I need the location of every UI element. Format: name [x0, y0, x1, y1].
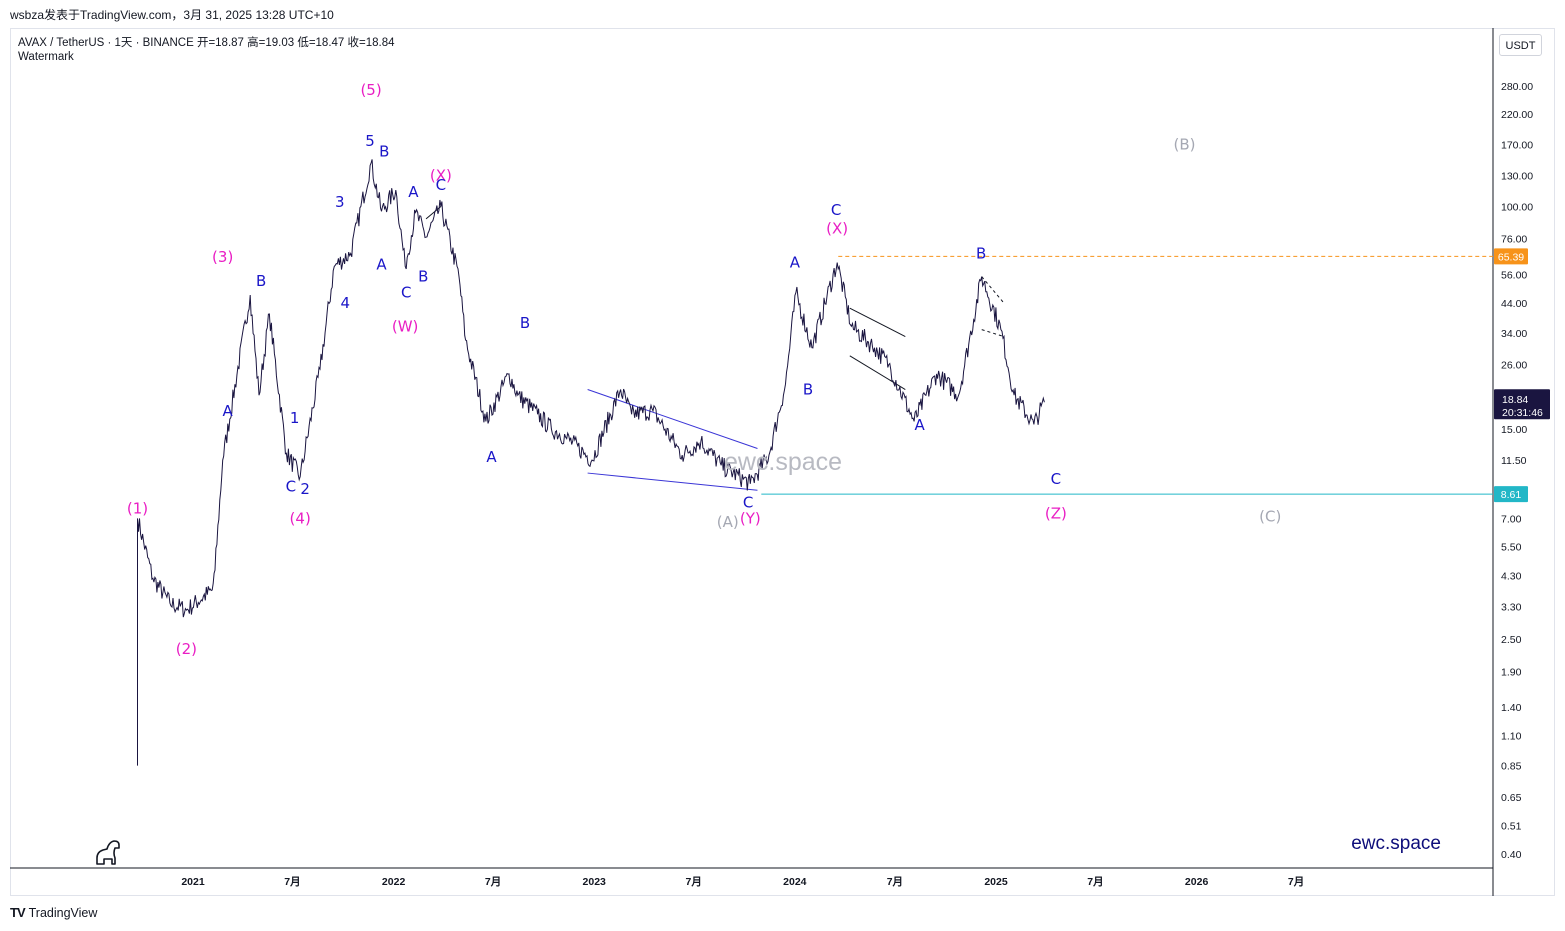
price-tick-label: 220.00 — [1501, 109, 1533, 121]
chart-frame — [10, 28, 1555, 896]
dashed-trendline — [981, 329, 1004, 337]
publish-info: wsbza发表于TradingView.com，3月 31, 2025 13:2… — [10, 8, 334, 22]
time-tick-label: 2025 — [984, 876, 1008, 888]
wave-label: B — [976, 244, 986, 262]
wave-label: B — [418, 268, 428, 286]
dashed-level-badge — [1494, 248, 1528, 265]
wave-label: A — [486, 448, 497, 466]
price-tick-label: 56.00 — [1501, 269, 1527, 281]
time-tick-label: 7月 — [1288, 876, 1304, 888]
wave-label: 4 — [340, 294, 350, 312]
wave-label: C — [831, 201, 841, 219]
price-tick-label: 1.90 — [1501, 666, 1522, 678]
time-tick-label: 7月 — [887, 876, 903, 888]
time-tick-label: 2026 — [1185, 876, 1209, 888]
wave-label: (2) — [176, 640, 197, 658]
time-tick-label: 2022 — [382, 876, 406, 888]
wave-label: (4) — [290, 509, 311, 527]
price-tick-label: 2.50 — [1501, 634, 1522, 646]
watermark-corner: ewc.space — [1351, 833, 1441, 854]
wave-label: B — [379, 142, 389, 160]
watermark-title: Watermark — [18, 51, 74, 63]
price-tick-label: 44.00 — [1501, 298, 1527, 310]
wave-label: C — [436, 176, 446, 194]
trendline — [587, 472, 758, 491]
currency-button[interactable]: USDT — [1499, 34, 1542, 56]
footer-brand: TV TradingView — [10, 905, 97, 920]
price-tick-label: 1.40 — [1501, 702, 1522, 714]
last-price-value: 18.84 — [1502, 394, 1528, 406]
price-tick-label: 1.10 — [1501, 730, 1522, 742]
symbol-legend: AVAX / TetherUS · 1天 · BINANCE 开=18.87 高… — [18, 37, 395, 49]
wave-label: C — [743, 494, 753, 512]
wave-label: (Y) — [740, 509, 761, 527]
wave-label: (X) — [430, 167, 452, 185]
support-level-badge — [1494, 486, 1528, 503]
price-tick-label: 130.00 — [1501, 171, 1533, 183]
price-tick-label: 34.00 — [1501, 328, 1527, 340]
time-tick-label: 2024 — [783, 876, 807, 888]
footer-brand-name: TradingView — [28, 905, 98, 920]
dashed-level-value: 65.39 — [1498, 251, 1524, 263]
price-line — [137, 159, 1045, 766]
last-price-badge — [1494, 389, 1550, 420]
trendline — [849, 355, 906, 390]
time-tick-label: 2023 — [583, 876, 607, 888]
wave-label: B — [256, 272, 266, 290]
wave-label: C — [401, 284, 411, 302]
wave-label: B — [520, 314, 530, 332]
wave-label: (5) — [360, 81, 381, 99]
price-tick-label: 26.00 — [1501, 359, 1527, 371]
price-tick-label: 5.50 — [1501, 542, 1522, 554]
trendline — [425, 206, 442, 220]
wave-label: 5 — [365, 132, 375, 150]
price-tick-label: 100.00 — [1501, 202, 1533, 214]
wave-label: A — [222, 402, 233, 420]
price-tick-label: 0.40 — [1501, 849, 1522, 861]
price-tick-label: 280.00 — [1501, 81, 1533, 93]
wave-label: A — [408, 183, 419, 201]
price-tick-label: 76.00 — [1501, 234, 1527, 246]
price-tick-label: 15.00 — [1501, 424, 1527, 436]
wave-label: (Z) — [1045, 504, 1067, 522]
support-level-value: 8.61 — [1501, 489, 1522, 501]
wave-label: C — [286, 477, 296, 495]
wave-label: (B) — [1174, 135, 1196, 153]
price-tick-label: 3.30 — [1501, 602, 1522, 614]
price-tick-label: 0.65 — [1501, 792, 1522, 804]
time-tick-label: 7月 — [284, 876, 300, 888]
countdown-value: 20:31:46 — [1502, 407, 1543, 419]
wave-label: A — [914, 416, 925, 434]
trendline — [849, 307, 906, 337]
time-tick-label: 7月 — [485, 876, 501, 888]
wave-label: A — [376, 255, 387, 273]
wave-label: (A) — [717, 513, 739, 531]
wave-label: (C) — [1259, 508, 1281, 526]
price-tick-label: 0.85 — [1501, 761, 1522, 773]
wave-label: B — [803, 381, 813, 399]
wave-label: C — [1051, 470, 1061, 488]
price-tick-label: 4.30 — [1501, 571, 1522, 583]
trendline — [587, 389, 758, 449]
price-tick-label: 0.51 — [1501, 821, 1522, 833]
wave-label: A — [790, 254, 801, 272]
tradingview-logo-icon: TV — [10, 905, 26, 920]
dashed-trendline — [981, 276, 1005, 304]
watermark-center: ewc.space — [724, 448, 842, 476]
wave-label: 2 — [300, 480, 310, 498]
dinosaur-icon[interactable] — [96, 840, 120, 865]
wave-label: (3) — [212, 248, 233, 266]
wave-label: (W) — [392, 317, 419, 335]
time-tick-label: 7月 — [686, 876, 702, 888]
wave-label: 3 — [335, 193, 345, 211]
wave-label: 1 — [290, 409, 300, 427]
wave-label: (X) — [826, 219, 848, 237]
price-tick-label: 170.00 — [1501, 139, 1533, 151]
price-tick-label: 11.50 — [1501, 455, 1527, 467]
wave-label: (1) — [127, 500, 148, 518]
price-tick-label: 7.00 — [1501, 513, 1522, 525]
time-tick-label: 2021 — [181, 876, 205, 888]
time-tick-label: 7月 — [1087, 876, 1103, 888]
